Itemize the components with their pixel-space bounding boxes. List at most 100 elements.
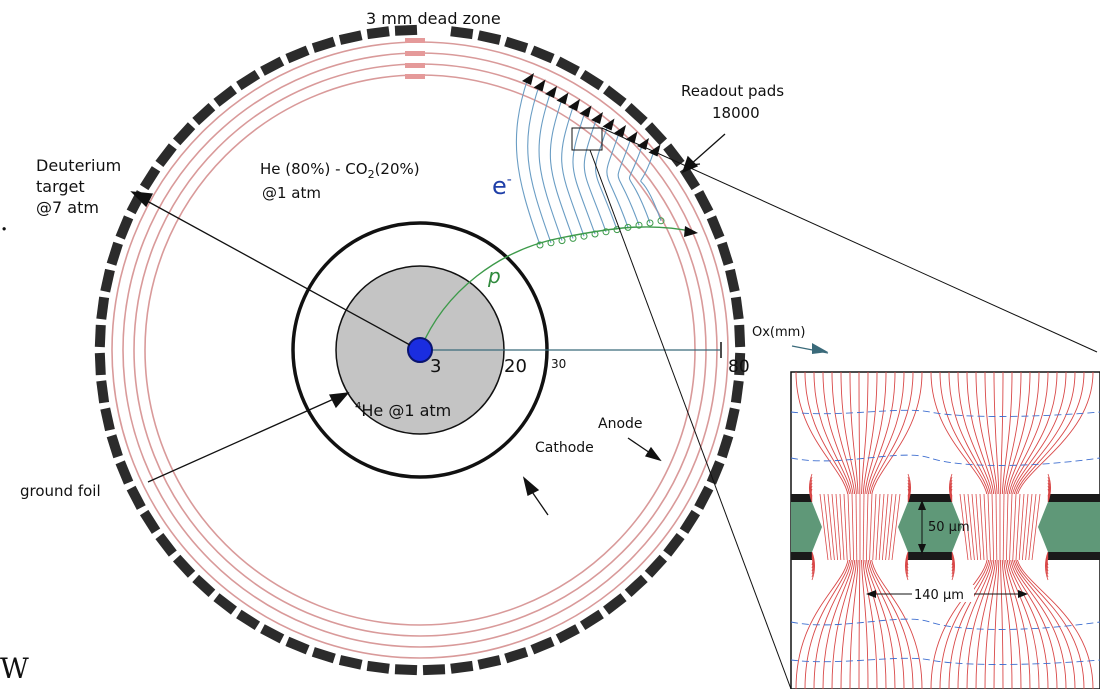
- field-line-top: [840, 372, 858, 501]
- hole-field-line: [866, 493, 869, 561]
- hole-field-line: [875, 493, 881, 561]
- gem-pitch-label-bg: [912, 585, 974, 602]
- electron-arrowhead: [637, 138, 649, 150]
- field-line-bottom: [869, 554, 914, 689]
- electron-arrowhead: [625, 131, 638, 144]
- hole-loop: [951, 551, 955, 581]
- field-line-bottom: [1013, 554, 1076, 689]
- field-line-bottom: [795, 554, 849, 689]
- readout-pad: [139, 509, 161, 534]
- field-line-top: [864, 372, 887, 501]
- readout-pad: [504, 36, 529, 53]
- readout-pad: [260, 56, 285, 76]
- ionization-cluster: [591, 230, 599, 238]
- readout-pad: [725, 268, 740, 293]
- readout-pads-count: 18000: [712, 104, 760, 122]
- hole-field-line: [975, 493, 982, 561]
- ground-foil-label: ground foil: [20, 482, 101, 500]
- readout-pad: [106, 434, 123, 459]
- field-line-top: [849, 372, 859, 501]
- stray-glyph-top: .: [0, 207, 8, 237]
- readout-pad: [450, 660, 474, 674]
- field-line-top: [1016, 372, 1094, 501]
- field-line-top: [869, 372, 914, 501]
- proton-label: p: [487, 264, 501, 288]
- hole-field-line: [869, 493, 873, 561]
- readout-pad: [450, 26, 474, 40]
- readout-pad: [734, 324, 746, 348]
- equipotential-line: [791, 618, 1100, 630]
- ionization-cluster: [569, 234, 577, 242]
- hole-field-line: [1031, 493, 1041, 561]
- readout-pad: [477, 655, 502, 670]
- electron-arrowhead: [579, 105, 592, 118]
- field-line-bottom: [831, 554, 856, 689]
- tick-label-3: 3: [430, 356, 441, 377]
- field-line-bottom: [939, 554, 990, 689]
- hole-loop: [905, 554, 909, 575]
- hole-loop: [907, 473, 911, 503]
- readout-pad: [115, 215, 134, 240]
- field-line-bottom: [870, 554, 923, 689]
- readout-pad: [260, 624, 285, 644]
- electron-track: [595, 123, 618, 230]
- hole-loop: [811, 551, 815, 581]
- ionization-cluster: [580, 232, 588, 240]
- field-line-bottom: [867, 554, 905, 689]
- field-line-bottom: [1004, 554, 1031, 689]
- electron-track: [527, 84, 552, 243]
- hole-field-lines: [809, 473, 1051, 581]
- hole-loop: [905, 553, 909, 578]
- deuterium-target-core: [407, 337, 433, 363]
- readout-pad: [694, 190, 714, 215]
- field-line-top: [930, 372, 989, 501]
- readout-pad: [394, 664, 418, 676]
- field-line-top: [957, 372, 993, 501]
- field-line-bottom: [804, 554, 851, 689]
- readout-pad: [94, 352, 106, 376]
- hole-field-line: [839, 493, 845, 561]
- readout-pad: [285, 45, 310, 64]
- field-line-bottom: [1009, 554, 1058, 689]
- electron-arrowhead: [614, 125, 626, 137]
- readout-pad: [663, 143, 685, 167]
- readout-pad: [213, 593, 237, 615]
- target-label-line2: target: [36, 177, 85, 196]
- hole-loop: [809, 479, 813, 500]
- field-line-bottom: [862, 554, 878, 689]
- readout-pad: [504, 647, 529, 664]
- field-line-top: [804, 372, 851, 501]
- field-lines: [795, 372, 1094, 689]
- hole-field-line: [967, 493, 975, 561]
- hole-field-line: [1009, 493, 1013, 561]
- readout-pad: [172, 122, 196, 146]
- hole-loop: [951, 554, 955, 575]
- readout-pad: [366, 660, 390, 674]
- field-line-bottom: [984, 554, 998, 689]
- hole-field-line: [963, 493, 972, 561]
- electron-track: [606, 129, 629, 228]
- hole-field-line: [878, 493, 885, 561]
- field-line-top: [1008, 372, 1049, 501]
- electron-arrowhead: [591, 112, 603, 124]
- proton-track-arrowhead: [684, 226, 698, 237]
- hole-field-line: [983, 493, 988, 561]
- field-line-bottom: [1016, 554, 1094, 689]
- field-line-top: [939, 372, 990, 501]
- electron-arrowhead: [533, 79, 546, 92]
- field-line-bottom: [865, 554, 896, 689]
- hole-field-line: [979, 493, 985, 561]
- field-line-bottom: [864, 554, 887, 689]
- hole-field-line: [843, 493, 848, 561]
- hole-field-line: [855, 493, 858, 561]
- tick-label-30: 30: [551, 357, 566, 371]
- readout-pad: [338, 655, 363, 670]
- readout-pad: [338, 30, 363, 45]
- hole-field-line: [891, 493, 901, 561]
- readout-pad: [663, 533, 685, 557]
- readout-pad: [155, 143, 177, 167]
- readout-pad: [311, 647, 336, 664]
- readout-pad: [530, 636, 555, 655]
- electron-arrowhead: [568, 99, 580, 111]
